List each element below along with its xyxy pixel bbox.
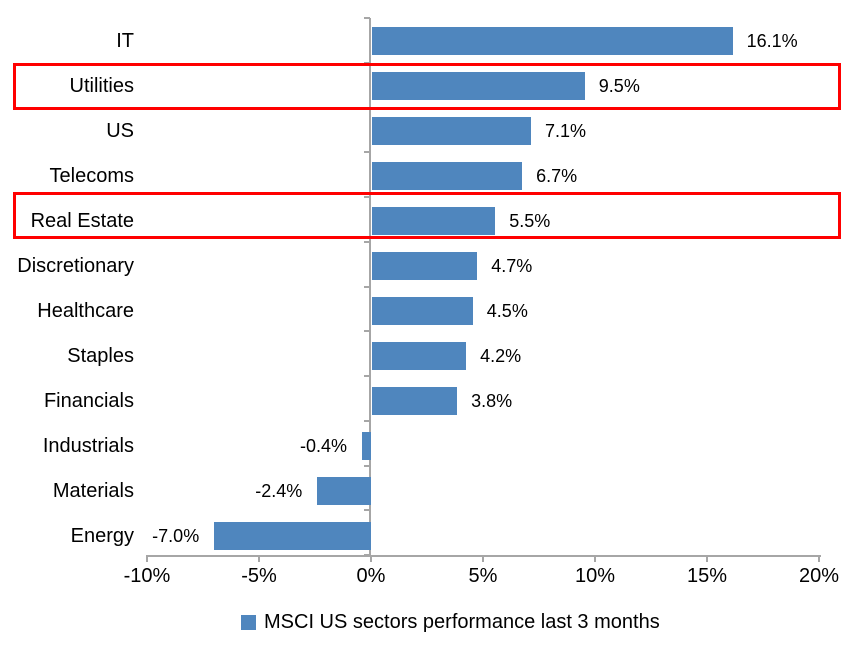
- y-axis-tick: [364, 375, 370, 377]
- value-label: -0.4%: [300, 436, 348, 456]
- category-label: Healthcare: [37, 300, 134, 322]
- value-label: 4.5%: [486, 301, 528, 321]
- legend-swatch: [241, 615, 256, 630]
- bar: [317, 477, 371, 505]
- value-label: 9.5%: [598, 76, 640, 96]
- category-label: Materials: [52, 480, 134, 502]
- value-label: -7.0%: [152, 526, 200, 546]
- value-label: 3.8%: [471, 391, 513, 411]
- y-axis-tick: [364, 419, 370, 422]
- y-axis-tick: [364, 240, 370, 243]
- bar: [372, 342, 467, 370]
- y-axis-tick: [364, 464, 370, 467]
- bar: [372, 297, 473, 325]
- x-axis-tick: [594, 555, 596, 562]
- x-axis-tick-label: 5%: [468, 565, 498, 587]
- value-label: 4.7%: [491, 256, 533, 276]
- x-axis-tick-label: 15%: [686, 565, 728, 587]
- y-axis-tick: [364, 330, 370, 333]
- x-axis-tick-label: -10%: [123, 565, 171, 587]
- bar: [372, 207, 496, 235]
- value-label: -2.4%: [255, 481, 303, 501]
- category-label: US: [106, 120, 134, 142]
- x-axis-tick: [818, 555, 820, 562]
- x-axis-tick-label: 10%: [574, 565, 616, 587]
- x-axis-tick: [370, 555, 372, 562]
- category-label: Utilities: [69, 75, 134, 97]
- highlight-box-real-estate: [13, 192, 841, 239]
- bar: [214, 522, 371, 550]
- bar: [372, 117, 532, 145]
- y-axis-tick: [364, 17, 370, 19]
- value-label: 7.1%: [545, 121, 587, 141]
- category-label: Industrials: [42, 435, 134, 457]
- legend-label: MSCI US sectors performance last 3 month…: [264, 611, 660, 633]
- y-axis-line: [369, 18, 371, 555]
- bar: [372, 162, 523, 190]
- category-label: IT: [116, 30, 134, 52]
- x-axis-tick-label: 0%: [356, 565, 386, 587]
- value-label: 16.1%: [746, 31, 798, 51]
- bar: [372, 72, 585, 100]
- y-axis-tick: [364, 554, 370, 556]
- y-axis-tick: [364, 61, 370, 64]
- category-label: Energy: [70, 525, 134, 547]
- x-axis-tick-label: -5%: [241, 565, 277, 587]
- bar: [372, 252, 478, 280]
- category-label: Financials: [43, 390, 134, 412]
- bar: [372, 387, 458, 415]
- y-axis-tick: [364, 151, 370, 154]
- category-label: Telecoms: [49, 165, 134, 187]
- bar: [362, 432, 371, 460]
- y-axis-tick: [364, 285, 370, 288]
- y-axis-tick: [364, 509, 370, 512]
- value-label: 6.7%: [536, 166, 578, 186]
- x-axis-tick: [146, 555, 148, 562]
- value-label: 4.2%: [480, 346, 522, 366]
- x-axis-tick: [482, 555, 484, 562]
- legend: MSCI US sectors performance last 3 month…: [241, 611, 660, 634]
- category-label: Real Estate: [30, 210, 134, 232]
- highlight-box-utilities: [13, 63, 841, 110]
- bar: [372, 27, 733, 55]
- value-label: 5.5%: [509, 211, 551, 231]
- x-axis-tick: [706, 555, 708, 562]
- category-label: Discretionary: [17, 255, 134, 277]
- x-axis-tick: [258, 555, 260, 562]
- category-label: Staples: [67, 345, 134, 367]
- x-axis-tick-label: 20%: [798, 565, 840, 587]
- y-axis-tick: [364, 196, 370, 198]
- x-axis-line: [147, 555, 821, 557]
